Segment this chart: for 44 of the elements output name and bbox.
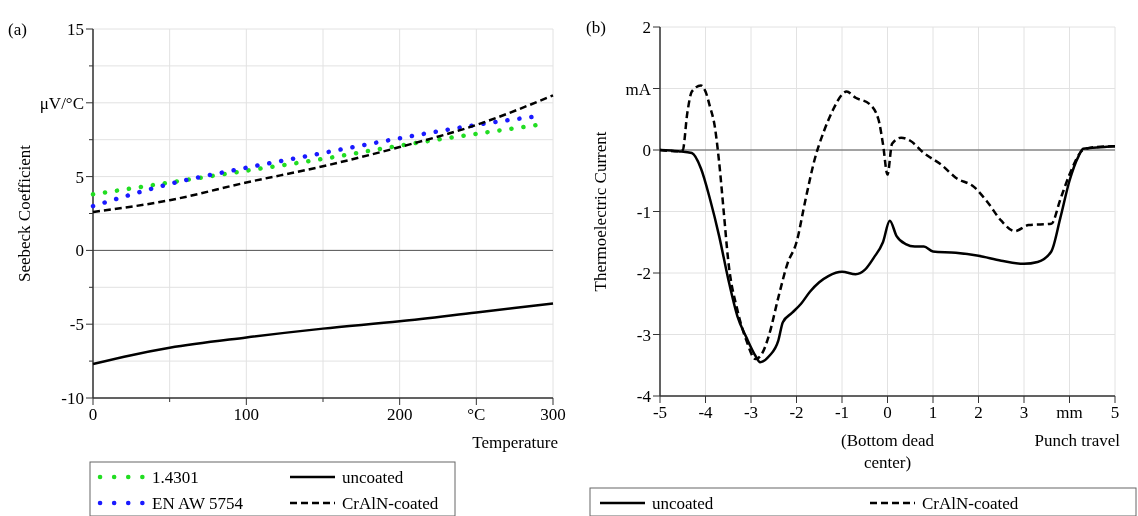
legend-label: uncoated [342, 468, 404, 487]
x-tick-label: 2 [974, 403, 983, 422]
y-tick-label: 0 [642, 141, 651, 160]
legend-label: 1.4301 [152, 468, 199, 487]
x-tick-label: 1 [928, 403, 938, 422]
x-tick-label: 0 [883, 403, 892, 422]
x-tick-label: 3 [1019, 403, 1029, 422]
legend-label: CrAlN-coated [342, 494, 439, 513]
y-tick-label: -4 [636, 387, 652, 406]
legend-label: CrAlN-coated [922, 494, 1019, 513]
line-series [90, 122, 540, 197]
y-tick-label: 0 [75, 241, 84, 261]
x-tick-label: -3 [743, 403, 759, 422]
line-series [91, 94, 555, 214]
y-tick-label: 5 [75, 167, 84, 187]
y-axis-title: Seebeck Coefficient [15, 144, 34, 283]
y-tick-label: 15 [67, 20, 84, 39]
x-tick-label: °C [467, 405, 486, 424]
chart-title: (a) [8, 20, 27, 39]
y-axis-title: Thermoelectric Current [591, 131, 610, 292]
x-tick-label: mm [1056, 403, 1083, 422]
y-tick-label: μV/°C [39, 93, 84, 113]
y-tick-label: -3 [636, 325, 651, 345]
chart-title: (b) [586, 18, 606, 37]
x-tick-label: 100 [233, 405, 260, 424]
x-tick-label: -1 [834, 403, 850, 422]
line-series [91, 302, 555, 366]
x-tick-label: 300 [540, 405, 566, 424]
x-axis-title: Punch travel [1034, 431, 1121, 450]
x-tick-label: 0 [88, 405, 98, 424]
y-tick-label: -10 [61, 389, 84, 408]
y-tick-label: 2 [642, 18, 651, 37]
y-tick-label: mA [625, 79, 652, 99]
y-tick-label: -2 [636, 264, 651, 283]
x-axis-title: Temperature [472, 433, 558, 452]
x-tick-label: 5 [1110, 403, 1120, 422]
text: (Bottom dead center) [840, 431, 935, 472]
legend-label: EN AW 5754 [152, 494, 244, 513]
x-tick-label: -2 [789, 403, 804, 422]
y-tick-label: -1 [636, 202, 651, 222]
y-tick-label: -5 [69, 315, 84, 335]
x-tick-label: 200 [386, 405, 413, 424]
legend-label: uncoated [652, 494, 714, 513]
x-tick-label: -4 [698, 403, 714, 422]
